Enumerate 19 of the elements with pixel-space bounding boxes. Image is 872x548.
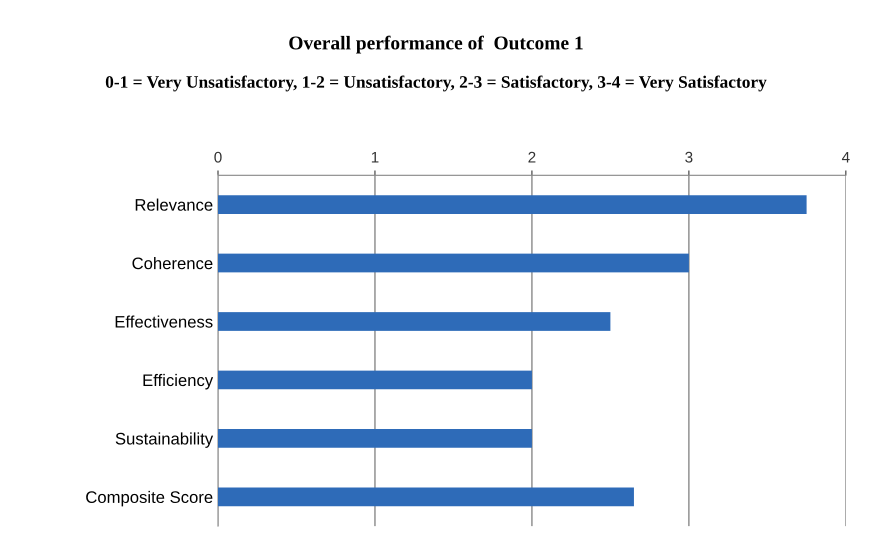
x-tick-label: 0: [214, 152, 222, 163]
x-tick-label: 1: [372, 152, 378, 162]
x-tick-label: 3: [685, 152, 692, 163]
chart-title: Overall performance of Outcome 1: [289, 36, 583, 54]
bar: [218, 254, 689, 272]
y-tick-label: Composite Score: [86, 490, 212, 506]
bar: [218, 312, 610, 331]
y-tick-label: Sustainability: [116, 432, 214, 448]
bar: [218, 488, 634, 506]
bar: [218, 429, 532, 448]
y-tick-label: Efficiency: [143, 374, 214, 390]
chart-subtitle: 0-1 = Very Unsatisfactory, 1-2 = Unsatisfactory, 2-3 = Satisfactory, 3-4 = Very Satisfactory: [106, 75, 767, 92]
y-tick-label: Coherence: [132, 257, 212, 270]
x-tick-label: 4: [842, 152, 850, 162]
x-tick-label: 2: [528, 152, 536, 162]
bar: [218, 370, 532, 390]
y-tick-label: Effectiveness: [116, 315, 213, 328]
y-tick-label: Relevance: [136, 198, 212, 211]
bar: [218, 195, 807, 214]
